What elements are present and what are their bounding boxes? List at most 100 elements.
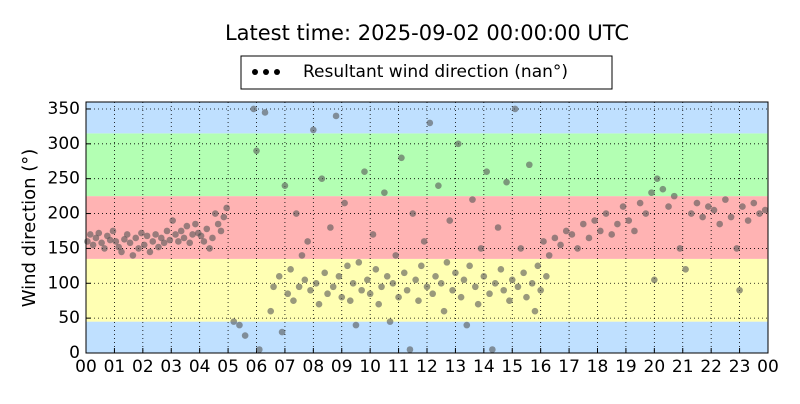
data-point xyxy=(449,286,456,294)
data-point xyxy=(256,346,263,353)
data-point xyxy=(358,286,365,294)
data-point xyxy=(386,318,394,325)
data-point xyxy=(423,283,431,291)
data-point xyxy=(95,229,103,237)
x-tick-label: 00 xyxy=(75,357,97,377)
data-point xyxy=(531,307,539,315)
data-point xyxy=(406,346,414,353)
data-point xyxy=(412,276,419,284)
data-point xyxy=(223,204,230,212)
data-point xyxy=(398,154,405,162)
data-point xyxy=(534,262,542,270)
data-point xyxy=(267,307,275,315)
data-point xyxy=(693,199,701,207)
data-point xyxy=(460,276,468,284)
data-point xyxy=(597,227,604,235)
data-point xyxy=(705,203,712,210)
data-point xyxy=(545,252,553,259)
data-point xyxy=(562,227,570,235)
data-point xyxy=(98,239,105,247)
data-point xyxy=(321,269,329,277)
data-point xyxy=(483,168,490,176)
data-point xyxy=(491,279,499,287)
data-point xyxy=(503,178,510,186)
data-point xyxy=(295,283,303,291)
data-point xyxy=(135,245,142,252)
y-tick-label: 0 xyxy=(69,343,80,363)
data-point xyxy=(443,259,451,266)
data-point xyxy=(429,290,436,298)
data-point xyxy=(84,238,91,245)
data-point xyxy=(112,238,120,245)
data-point xyxy=(682,266,689,273)
data-point xyxy=(381,189,388,196)
data-point xyxy=(315,300,323,308)
data-point xyxy=(500,286,508,294)
data-point xyxy=(474,300,482,308)
x-tick-label: 20 xyxy=(644,357,666,377)
data-point xyxy=(250,105,257,113)
data-point xyxy=(275,273,283,280)
data-point xyxy=(756,210,763,217)
data-point xyxy=(494,224,502,231)
data-point xyxy=(217,227,225,235)
legend-marker xyxy=(274,69,280,75)
data-point xyxy=(346,297,354,305)
data-point xyxy=(197,232,205,240)
data-point xyxy=(537,286,544,294)
data-point xyxy=(614,220,621,228)
x-tick-label: 06 xyxy=(246,357,268,377)
data-point xyxy=(307,286,314,294)
y-axis-label: Wind direction (°) xyxy=(19,149,40,308)
data-point xyxy=(403,286,411,294)
data-point xyxy=(203,225,211,233)
data-point xyxy=(435,182,442,189)
data-point xyxy=(526,161,533,169)
data-point xyxy=(648,189,655,196)
data-point xyxy=(206,245,213,252)
y-tick-label: 100 xyxy=(48,273,80,293)
x-tick-label: 11 xyxy=(388,357,410,377)
data-point xyxy=(183,222,191,230)
data-point xyxy=(310,126,317,134)
legend-box xyxy=(240,55,613,90)
data-point xyxy=(301,276,309,284)
data-point xyxy=(750,199,758,207)
x-tick-label: 02 xyxy=(132,357,154,377)
data-point xyxy=(284,290,292,298)
data-point xyxy=(160,239,168,247)
data-point xyxy=(420,238,428,245)
data-point xyxy=(138,229,145,237)
data-point xyxy=(446,217,454,224)
data-point xyxy=(457,293,465,301)
legend-marker xyxy=(263,69,269,75)
data-point xyxy=(636,199,644,207)
data-point xyxy=(175,238,182,245)
legend-label: Resultant wind direction (nan°) xyxy=(303,62,568,82)
data-point xyxy=(177,227,185,235)
data-point xyxy=(324,290,331,298)
x-tick-label: 08 xyxy=(303,357,325,377)
data-point xyxy=(625,217,633,224)
x-tick-label: 01 xyxy=(104,357,126,377)
x-tick-label: 04 xyxy=(189,357,211,377)
x-tick-label: 23 xyxy=(729,357,751,377)
y-tick-label: 50 xyxy=(58,308,80,328)
x-tick-label: 13 xyxy=(445,357,467,377)
data-point xyxy=(670,192,678,200)
data-point xyxy=(608,231,616,238)
data-point xyxy=(126,239,134,247)
data-point xyxy=(106,236,114,244)
x-tick-label: 15 xyxy=(501,357,523,377)
data-point xyxy=(389,279,397,287)
data-point xyxy=(477,245,485,252)
data-point xyxy=(585,234,593,242)
data-point xyxy=(121,236,128,243)
data-point xyxy=(166,236,174,244)
x-tick-label: 03 xyxy=(160,357,182,377)
data-point xyxy=(349,279,357,287)
data-point xyxy=(392,252,400,259)
data-point xyxy=(506,297,513,305)
data-point xyxy=(415,297,422,305)
